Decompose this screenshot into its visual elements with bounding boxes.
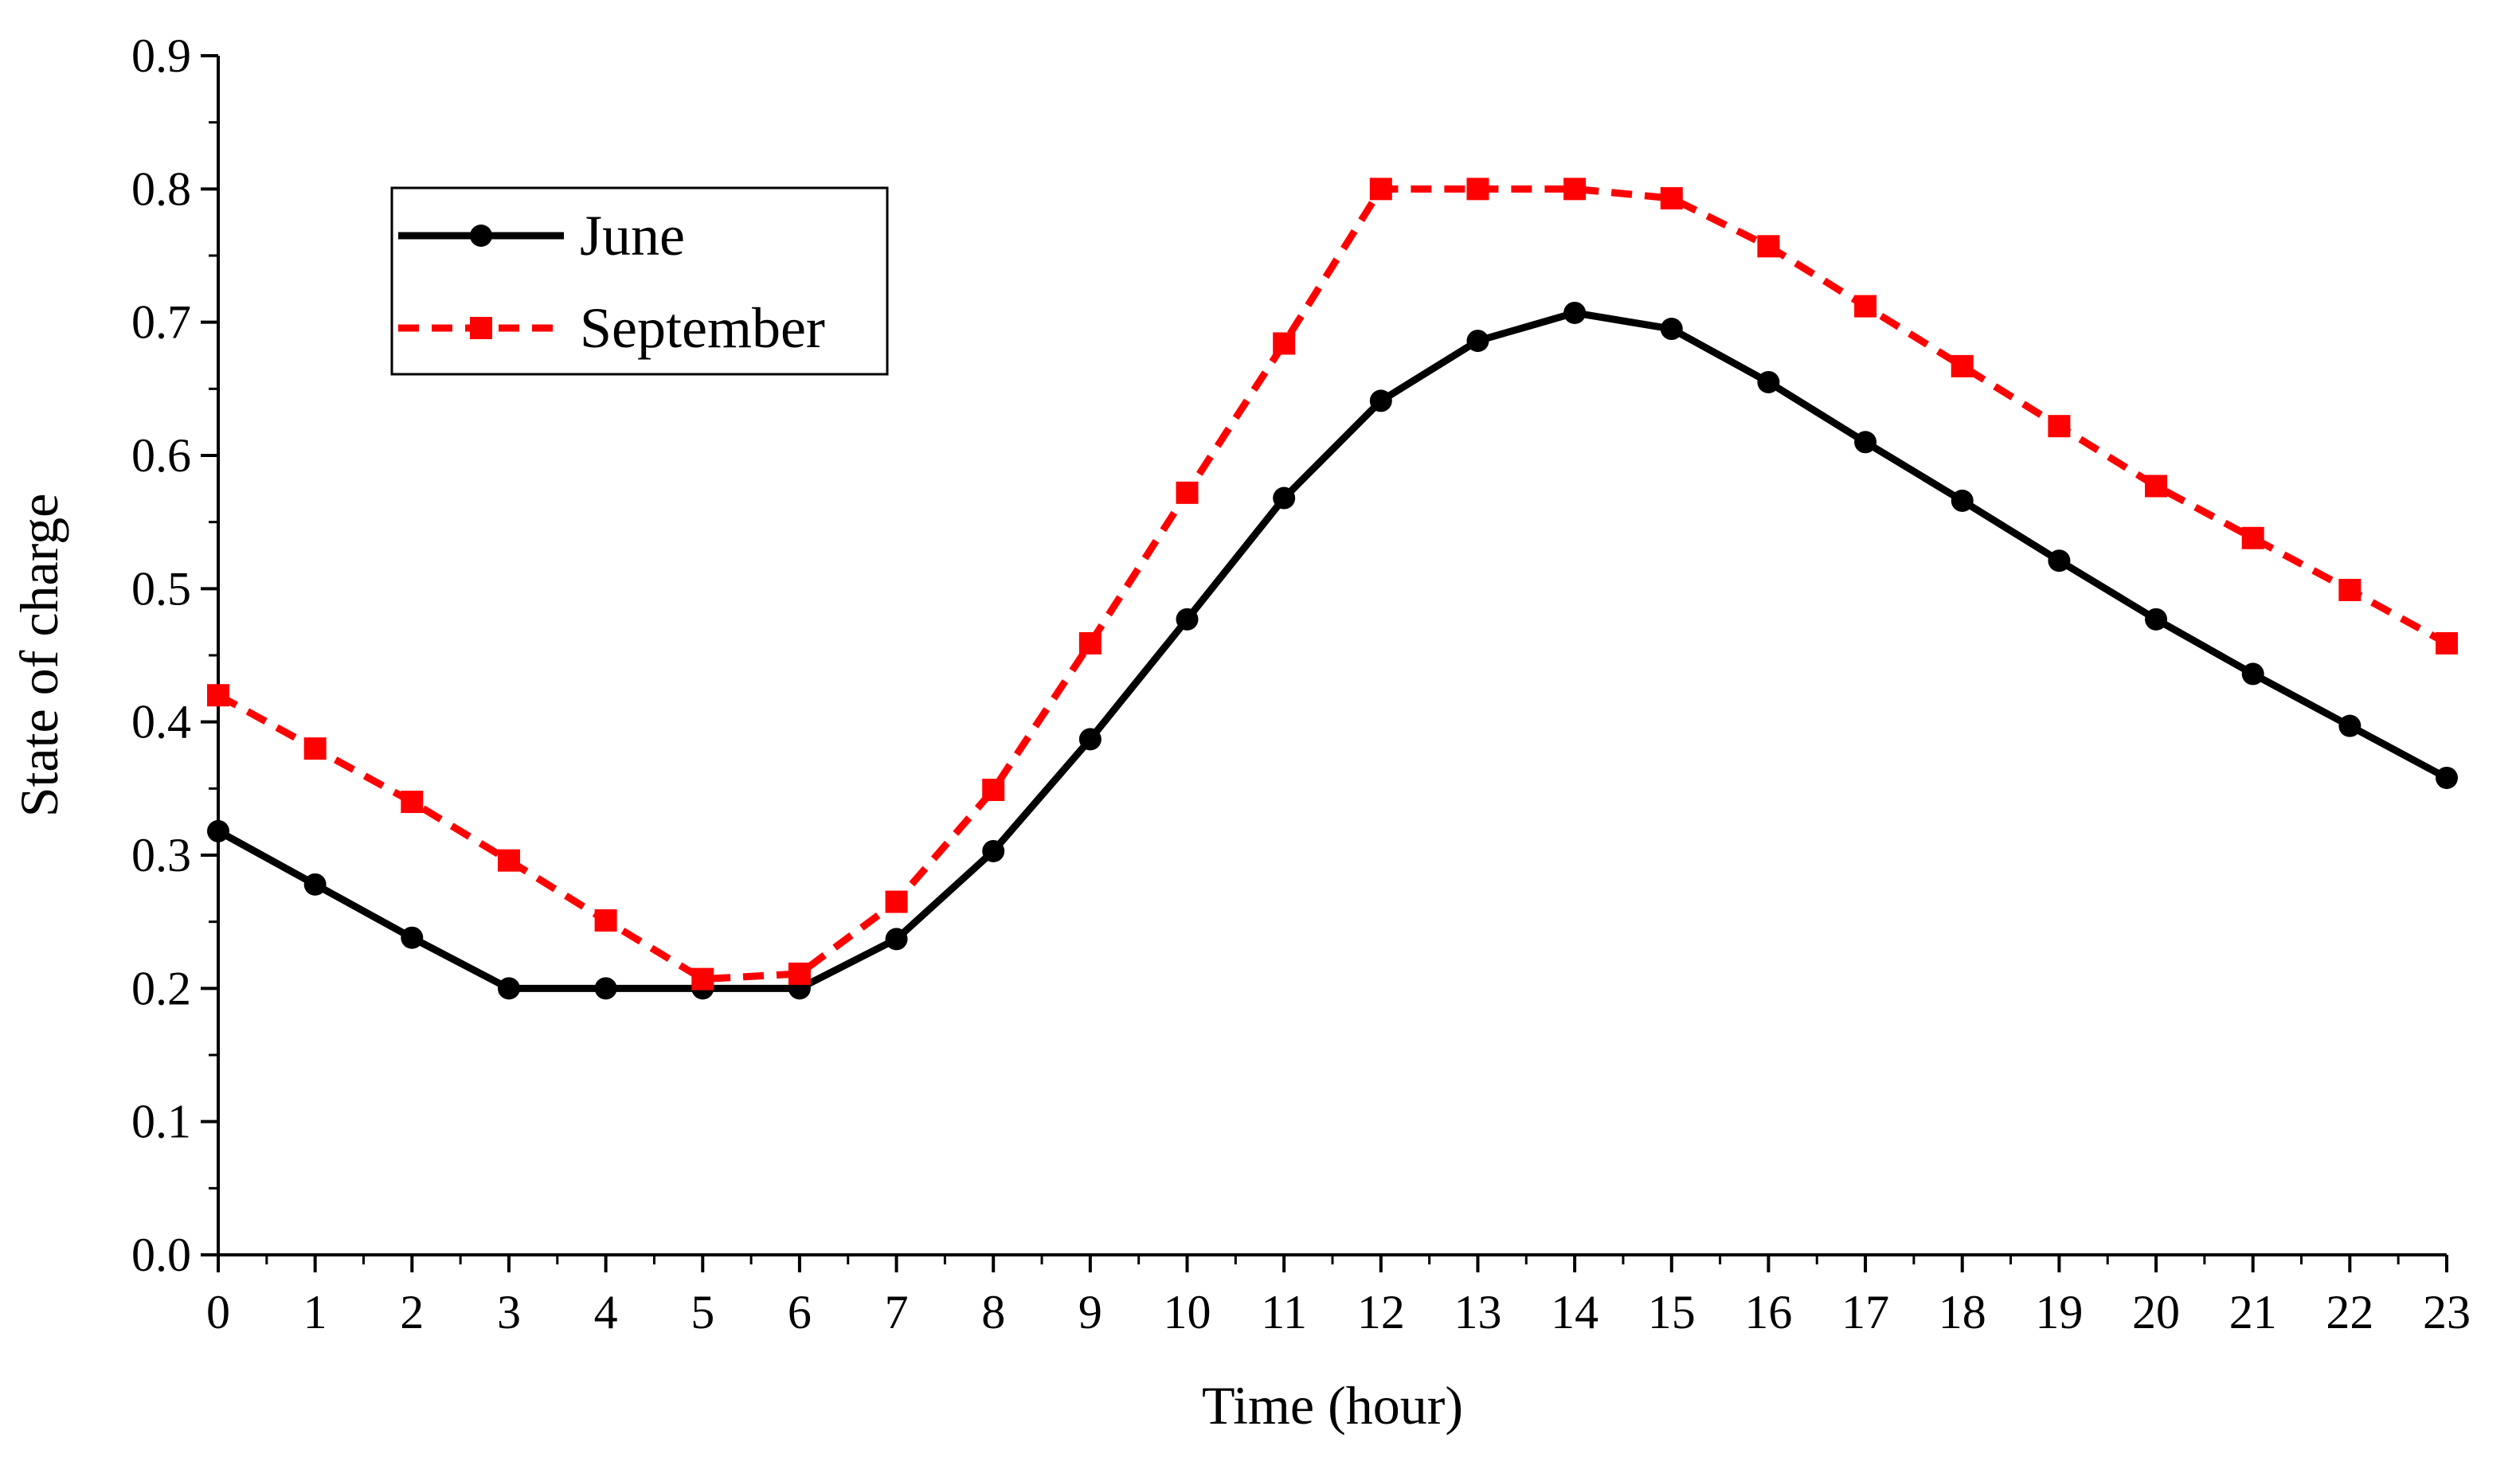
data-point-june <box>497 977 520 1000</box>
x-tick-label: 9 <box>1078 1286 1102 1338</box>
y-tick-label: 0.5 <box>131 562 191 615</box>
data-point-june <box>1757 370 1780 393</box>
x-tick-label: 11 <box>1261 1286 1307 1338</box>
data-point-september <box>691 967 714 991</box>
data-point-june <box>885 928 908 951</box>
data-point-june <box>2241 662 2264 686</box>
data-point-june <box>1660 318 1683 341</box>
data-point-june <box>982 839 1005 862</box>
x-tick-label: 3 <box>497 1286 521 1338</box>
data-point-june <box>401 926 424 949</box>
data-point-june <box>1951 489 1974 512</box>
y-tick-label: 0.9 <box>131 29 191 82</box>
data-point-september <box>401 791 424 814</box>
series-line-september <box>216 185 2449 983</box>
data-point-september <box>303 737 327 760</box>
x-tick-label: 14 <box>1551 1286 1598 1338</box>
x-tick-label: 19 <box>2035 1286 2083 1338</box>
data-point-september <box>2241 526 2264 549</box>
x-tick-label: 21 <box>2229 1286 2277 1338</box>
x-tick-label: 1 <box>303 1286 327 1338</box>
x-tick-label: 2 <box>400 1286 424 1338</box>
data-point-september <box>1369 178 1392 201</box>
x-tick-label: 12 <box>1357 1286 1405 1338</box>
x-tick-label: 17 <box>1841 1286 1889 1338</box>
y-tick-label: 0.7 <box>131 296 191 349</box>
data-point-june <box>2436 766 2458 789</box>
x-tick-label: 0 <box>206 1286 230 1338</box>
y-tick-label: 0.8 <box>131 162 191 215</box>
x-tick-label: 20 <box>2132 1286 2180 1338</box>
data-point-september <box>2048 415 2071 438</box>
data-point-september <box>2338 579 2362 602</box>
data-point-september <box>594 908 617 932</box>
data-point-june <box>1854 431 1877 454</box>
legend-label-september: September <box>580 296 825 360</box>
series-line-june <box>216 309 2449 992</box>
data-point-september <box>2145 475 2168 498</box>
x-tick-label: 4 <box>594 1286 618 1338</box>
x-tick-label: 18 <box>1939 1286 1986 1338</box>
y-tick-label: 0.0 <box>131 1229 191 1281</box>
data-point-june <box>1563 301 1587 324</box>
legend-marker-september <box>470 317 492 339</box>
data-point-september <box>1466 178 1489 201</box>
plot-markers <box>207 178 2458 1000</box>
x-tick-label: 22 <box>2326 1286 2373 1338</box>
data-point-september <box>788 962 811 985</box>
y-tick-label: 0.6 <box>131 429 191 482</box>
x-tick-label: 10 <box>1164 1286 1211 1338</box>
x-tick-label: 13 <box>1454 1286 1501 1338</box>
x-tick-label: 5 <box>691 1286 714 1338</box>
data-point-september <box>1660 187 1683 210</box>
data-point-september <box>1757 235 1780 258</box>
x-tick-label: 6 <box>788 1286 812 1338</box>
data-point-september <box>1078 631 1102 654</box>
x-tick-label: 15 <box>1648 1286 1696 1338</box>
data-point-june <box>1369 389 1392 412</box>
legend-marker-june <box>470 225 492 247</box>
x-tick-label: 8 <box>981 1286 1005 1338</box>
data-point-june <box>2338 714 2362 737</box>
data-point-june <box>1466 330 1489 353</box>
legend-label-june: June <box>580 204 685 268</box>
data-point-september <box>2436 631 2458 654</box>
data-point-september <box>207 684 229 707</box>
data-point-september <box>497 849 520 872</box>
data-point-june <box>594 977 617 1000</box>
legend-box <box>390 186 889 376</box>
data-point-june <box>207 819 229 842</box>
data-point-september <box>885 890 908 913</box>
legend: June September <box>390 186 889 376</box>
data-point-june <box>1078 728 1102 751</box>
data-point-june <box>1273 486 1296 510</box>
x-axis-title: Time (hour) <box>1202 1375 1463 1436</box>
x-tick-label: 23 <box>2423 1286 2471 1338</box>
x-tick-label: 16 <box>1744 1286 1792 1338</box>
data-point-june <box>1176 608 1199 631</box>
data-point-september <box>1563 178 1587 201</box>
plot-lines <box>216 185 2449 992</box>
data-point-september <box>1854 295 1877 318</box>
y-axis-title: State of charge <box>9 494 69 818</box>
data-point-june <box>303 873 327 896</box>
data-point-june <box>2145 608 2168 631</box>
x-tick-label: 7 <box>885 1286 909 1338</box>
y-tick-label: 0.4 <box>131 696 191 748</box>
axes: 0.00.10.20.30.40.50.60.70.80.90 1 2 3 4 5 6 7 8 9… <box>131 29 2471 1338</box>
y-tick-label: 0.3 <box>131 829 191 881</box>
data-point-september <box>1273 332 1296 355</box>
data-point-september <box>1951 354 1974 377</box>
data-point-june <box>2048 549 2071 572</box>
y-tick-label: 0.1 <box>131 1096 191 1148</box>
y-tick-label: 0.2 <box>131 962 191 1014</box>
data-point-september <box>1176 481 1199 504</box>
data-point-september <box>982 779 1005 802</box>
